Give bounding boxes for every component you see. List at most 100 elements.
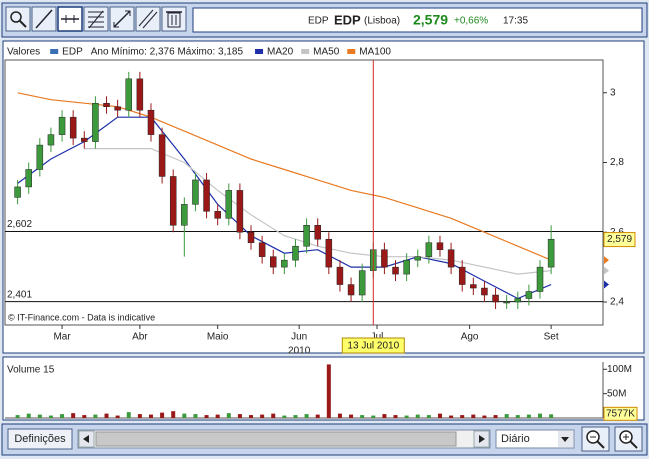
legend-label: EDP [62,47,83,58]
candle-body [314,225,321,240]
candle-body [236,190,244,233]
tool-arrows[interactable] [109,6,135,32]
candle-body [281,259,288,268]
volume-bar [15,415,20,418]
candle-body [358,270,366,296]
crosshair-date-box [341,337,405,354]
candle-body [58,116,66,135]
legend-swatch [347,49,356,54]
volume-bar [360,415,365,418]
volume-bar [382,414,387,418]
candle-body [503,301,510,304]
volume-bar [437,413,442,418]
candle-body [47,134,55,146]
candle-body [69,116,77,139]
volume-bar [349,414,354,418]
ma-last-marker [604,266,609,275]
volume-bar [293,415,298,418]
legend-label: MA50 [313,47,340,58]
volume-bar [538,413,543,418]
settings-label: Definições [14,433,66,445]
interval-select[interactable]: Diário [495,429,575,449]
candle-body [447,249,455,268]
tool-delete[interactable] [161,6,187,32]
y-tick-label: 50M [607,388,626,399]
volume-bar [104,413,109,418]
zoom-out-button[interactable] [581,426,610,452]
interval-label: Diário [501,433,530,445]
volume-bar [249,415,254,418]
candle-body [169,176,177,226]
candle-body [458,266,466,285]
volume-bar [371,415,376,418]
crosshair-date: 13 Jul 2010 [347,341,399,352]
candle-body [14,186,21,198]
volume-bar [126,412,131,418]
candle-body [92,102,99,142]
volume-bar [260,414,265,418]
quote-box [192,7,643,33]
zoom-in-button[interactable] [614,426,643,452]
last-price-label: 2,579 [607,234,632,245]
candle-body [158,134,166,177]
y-tick-label: 100M [607,364,632,375]
tool-line[interactable] [31,6,57,32]
volume-title: Volume 15 [7,365,55,376]
tool-fibonacci[interactable] [83,6,109,32]
volume-bar [115,415,120,418]
candle-body [103,102,110,107]
volume-bar [37,414,42,418]
volume-bar [326,364,331,418]
volume-bar [393,415,398,418]
candle-body [547,238,555,268]
tool-hline[interactable] [57,6,83,32]
candle-body [414,256,421,261]
candle-body [492,294,499,303]
candle-body [147,109,155,135]
volume-bar [204,415,209,418]
volume-bar [171,411,176,418]
candle-body [381,249,388,268]
volume-bar [415,414,420,418]
volume-bar [71,413,76,418]
candle-body [25,169,32,188]
reference-label: 2,602 [7,219,32,230]
candle-body [303,225,310,247]
tool-zoom[interactable] [5,6,31,32]
candle-body [214,211,221,219]
volume-bar [493,415,498,418]
ma-last-marker [604,280,609,289]
reference-label: 2,401 [7,289,32,300]
settings-button[interactable]: Definições [7,428,73,450]
volume-bar [237,414,242,418]
volume-bar [26,413,31,418]
candle-body [336,266,344,285]
tool-channel[interactable] [135,6,161,32]
volume-bar [282,415,287,418]
volume-bar [226,413,231,418]
candle-body [514,298,522,303]
candle-body [392,266,399,275]
candle-body [136,78,144,111]
scrollbar[interactable] [77,429,491,449]
range-text: Ano Mínimo: 2,376 Máximo: 3,185 [91,47,244,58]
volume-bar [526,414,531,418]
candle-body [425,242,433,257]
candle-body [536,266,544,292]
candle-body [470,284,477,289]
x-tick-label: Set [544,332,559,343]
volume-bar [182,413,187,418]
candle-body [192,179,199,205]
volume-bar [515,415,520,418]
candle-body [181,204,188,226]
volume-bar [549,414,554,418]
candle-body [481,287,488,296]
candle-body [114,106,121,111]
legend-swatch [301,49,310,54]
quote-time: 17:35 [503,16,528,27]
y-tick-label: 2,8 [610,157,624,168]
legend-swatch [50,49,59,54]
year-label: 2010 [288,346,311,357]
last-price-box [603,232,636,248]
